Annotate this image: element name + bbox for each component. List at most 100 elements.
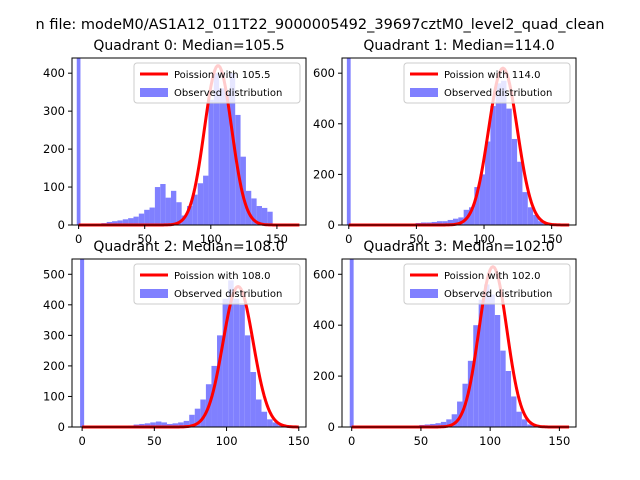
histogram-bar [245,190,252,225]
histogram-bar [166,423,173,427]
histogram-bar [181,215,188,225]
histogram-bar [516,411,522,427]
histogram-bar [485,141,491,225]
histogram-bar [176,202,182,225]
histogram-bar [217,335,223,427]
x-tick-label: 100 [200,232,222,246]
legend-observed-swatch [410,88,438,97]
histogram-bar [440,421,447,427]
y-tick-label: 100 [43,180,65,194]
y-tick-label: 100 [43,389,65,403]
legend-observed-swatch [410,289,438,298]
histogram-bar [430,423,436,427]
legend-poisson-label: Poission with 108.0 [174,271,270,282]
histogram-bar [436,221,443,225]
panel-title: Quadrant 0: Median=105.5 [93,38,284,54]
histogram-bar [183,420,190,427]
x-tick-label: 50 [147,434,162,448]
histogram-bar [451,414,458,427]
quadrant-0-panel: 0 50 100 150 0 100 200 300 400 Poission with 105.… [43,38,307,246]
histogram-bar [106,221,113,225]
panel-title: Quadrant 3: Median=102.0 [363,239,554,255]
histogram-bar [501,80,507,225]
histogram-bar [490,106,496,225]
histogram-bar [452,218,459,225]
histogram-bar [267,419,273,427]
histogram-bar [161,422,167,427]
x-tick-label: 100 [473,232,495,246]
y-tick-label: 300 [43,104,65,118]
histogram-bar [267,211,273,225]
histogram-bar [431,221,437,225]
axes-frame [341,57,577,226]
poisson-curve [82,284,299,429]
x-tick-label: 150 [541,232,563,246]
histogram-bar [506,108,512,225]
histogram-bar [149,207,155,225]
quadrant-3-panel: 0 50 100 150 0 200 400 600 Poission with 102.0 Ob… [313,239,577,448]
histogram-bar [154,187,161,225]
histogram-bar [239,304,245,427]
histogram-bar [150,422,156,427]
x-tick-label: 150 [548,434,570,448]
x-tick-label: 0 [345,232,352,246]
histogram-bar [155,421,162,427]
histogram-bar [200,399,206,427]
y-tick-label: 200 [313,369,335,383]
y-tick-label: 0 [58,420,65,434]
x-tick-label: 50 [414,434,429,448]
histogram-bar [213,73,220,225]
x-tick-label: 150 [266,232,288,246]
legend-poisson-label: Poission with 105.5 [174,70,270,81]
y-tick-label: 0 [328,420,335,434]
histogram-bar [272,422,279,427]
histogram-bar [467,360,474,427]
x-tick-label: 100 [479,434,501,448]
histogram-bar [533,214,539,225]
y-tick-label: 400 [43,66,65,80]
histogram-bar [495,83,502,225]
histogram-bar [194,408,201,427]
legend-observed-swatch [140,88,168,97]
histogram-bar [447,219,453,225]
histogram-bar [112,221,118,225]
y-tick-label: 400 [313,318,335,332]
histogram-bar [473,325,479,427]
histogram-bar [192,194,198,225]
histogram-bar [527,424,533,427]
x-tick-label: 0 [78,434,85,448]
legend-observed-label: Observed distribution [444,88,552,99]
zero-spike-bar [80,259,85,427]
legend-box [403,62,571,104]
x-tick-label: 50 [409,232,424,246]
histogram-bar [435,423,441,427]
histogram-bar [527,207,534,225]
histogram-bar [203,175,209,225]
panel-title: Quadrant 2: Median=108.0 [93,239,284,255]
y-tick-label: 500 [43,267,65,281]
histogram-bar [208,99,214,225]
histogram-bar [251,198,257,225]
axes-frame [71,57,307,226]
legend-observed-label: Observed distribution [174,88,282,99]
histogram-bar [500,350,506,427]
histogram-bar [233,298,240,427]
zero-spike-bar [349,259,354,427]
quadrant-1-panel: 0 50 100 150 0 200 400 600 Poission with 114.0 Ob… [313,38,577,246]
histogram-bar [511,396,517,427]
x-tick-label: 150 [288,434,310,448]
histogram-bar [255,399,262,427]
histogram-bar [165,197,171,225]
histogram-bar [122,219,129,225]
histogram-bar [261,207,268,225]
histogram-bar [244,335,251,427]
histogram-bar [133,216,139,225]
histogram-bar [474,187,480,225]
y-tick-label: 0 [58,218,65,232]
histogram-bar [228,280,234,427]
histogram-bar [178,422,184,427]
histogram-bar [139,423,145,427]
histogram-bar [505,371,512,427]
x-tick-label: 0 [75,232,82,246]
